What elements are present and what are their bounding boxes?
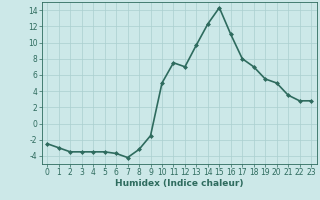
X-axis label: Humidex (Indice chaleur): Humidex (Indice chaleur) xyxy=(115,179,244,188)
